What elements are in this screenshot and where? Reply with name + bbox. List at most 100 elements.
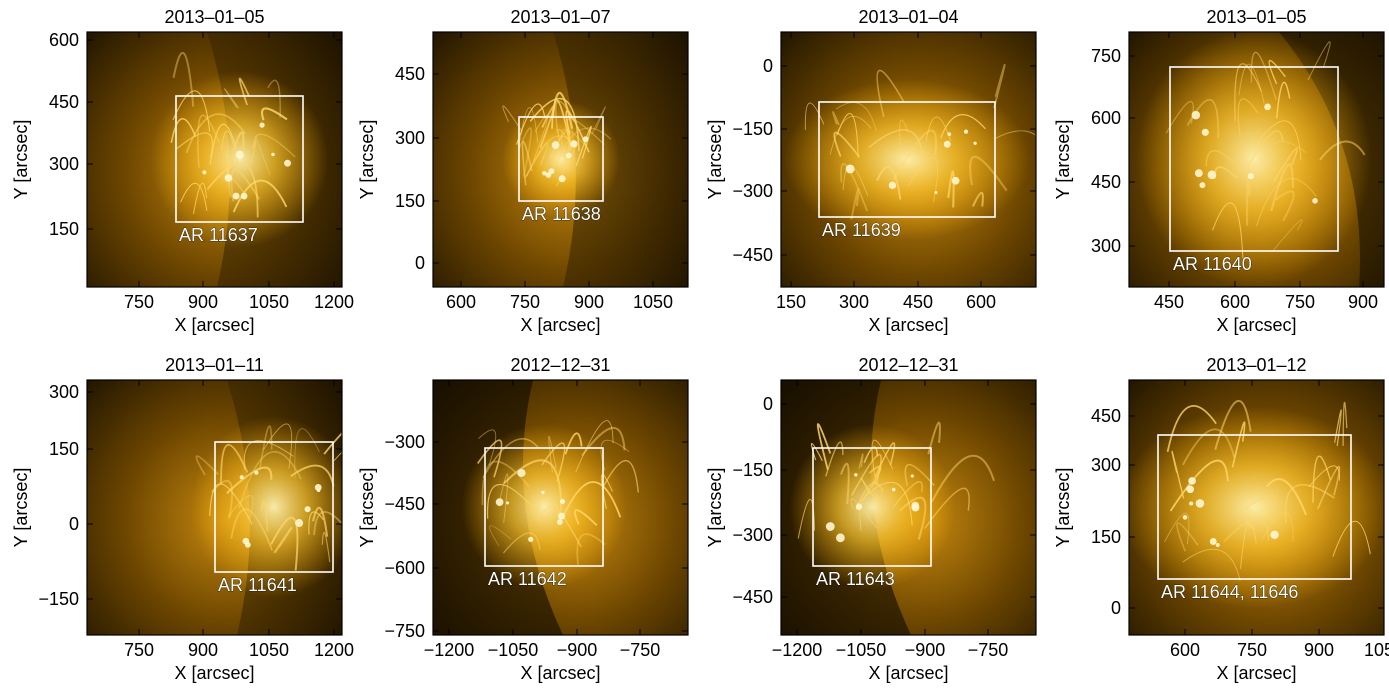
coronal-loop [333,451,342,462]
coronal-loop [270,516,299,571]
coronal-loop [924,487,970,529]
bright-kernel [1189,501,1194,506]
coronal-loop [555,147,576,187]
x-tick-label: 900 [188,292,218,312]
plot-frame [1128,379,1385,636]
coronal-loop [1182,428,1236,466]
y-axis-label: Y [arcsec] [1053,468,1073,548]
bright-kernel [254,470,259,475]
coronal-loop [907,156,939,203]
coronal-loop [947,170,955,208]
coronal-loop [519,107,539,143]
coronal-loop [224,88,240,109]
coronal-loop [576,533,606,565]
bright-kernel [548,168,555,174]
bright-kernel [582,136,589,143]
coronal-loop [1342,401,1348,446]
coronal-loop [192,182,208,215]
coronal-loop [489,525,512,547]
coronal-loop [601,459,640,493]
solar-image [433,380,688,635]
panel-title: 2013–01–11 [165,355,264,375]
y-tick-label: −150 [38,589,79,609]
x-tick-label: 1050 [633,292,673,312]
bright-kernel [1195,499,1205,508]
x-tick-label: 600 [966,292,996,312]
coronal-loop [1317,465,1341,510]
region-box [175,95,304,223]
coronal-loop [1171,450,1185,499]
x-tick-label: −750 [620,640,661,660]
region-box [812,447,932,567]
coronal-loop [899,119,909,154]
y-axis-label: Y [arcsec] [705,468,725,548]
bright-kernel [244,541,251,548]
bright-kernel [947,132,952,137]
region-label: AR 11641 [218,575,297,595]
y-axis-label: Y [arcsec] [1053,120,1073,200]
y-tick-label: 150 [49,439,79,459]
bright-kernel [1270,530,1279,540]
y-tick-label: −450 [732,587,773,607]
active-region-glow [191,416,342,598]
coronal-loop [868,129,924,160]
coronal-loop [810,442,823,462]
y-tick-label: 300 [49,382,79,402]
coronal-loop [478,429,497,466]
x-tick-label: 150 [776,292,806,312]
region-box [818,101,996,218]
coronal-loop [1275,81,1291,119]
x-axis-label: X [arcsec] [520,315,600,335]
coronal-loop [892,481,923,508]
coronal-loop [1255,178,1317,227]
coronal-loop [1212,202,1244,259]
coronal-loop [518,127,532,177]
coronal-loop [892,129,937,181]
x-tick-label: 1200 [314,640,354,660]
y-tick-label: −300 [732,181,773,201]
coronal-loop [313,511,342,536]
coronal-loop [226,131,245,175]
bright-kernel [891,487,896,492]
region-box [484,447,604,567]
panel-1: AR 11637 2013–01–05 750 900 1050 1200 150 300 45… [11,7,354,335]
coronal-loop [829,116,872,155]
coronal-loop [172,52,195,107]
x-axis-label: X [arcsec] [174,663,254,683]
coronal-loop [940,114,986,139]
bright-kernel [232,192,240,200]
coronal-loop [1223,517,1270,542]
x-tick-label: 1200 [314,292,354,312]
coronal-loop [904,464,935,487]
x-tick-label: 750 [1285,292,1315,312]
coronal-loop [1182,548,1241,581]
solar-image [87,380,342,635]
bright-kernel [551,141,560,149]
coronal-loop [197,114,220,168]
solar-image [1129,380,1384,635]
coronal-loop [865,481,913,526]
plot-frame [86,31,343,288]
x-tick-label: 1050 [1364,640,1389,660]
x-tick-label: 750 [1237,640,1267,660]
coronal-loop [1237,98,1259,136]
coronal-loop [804,102,825,130]
off-limb-region [553,32,688,287]
bright-kernel [973,141,977,145]
plot-frame [780,379,1037,636]
y-tick-label: 450 [49,92,79,112]
coronal-loop [226,466,273,495]
coronal-loop [876,69,905,118]
coronal-loop [249,139,257,166]
panel-6: AR 11642 2012–12–31 −1200 −1050 −900 −750 −750… [357,355,689,683]
y-tick-label: −600 [384,558,425,578]
bright-kernel [224,174,233,182]
coronal-loop [1205,150,1241,170]
x-tick-label: 600 [446,292,476,312]
coronal-loop [209,483,253,525]
coronal-loop [1214,399,1252,451]
coronal-loop [1319,140,1366,161]
y-tick-label: 150 [1091,527,1121,547]
coronal-loop [863,446,879,464]
coronal-loop [290,464,335,487]
